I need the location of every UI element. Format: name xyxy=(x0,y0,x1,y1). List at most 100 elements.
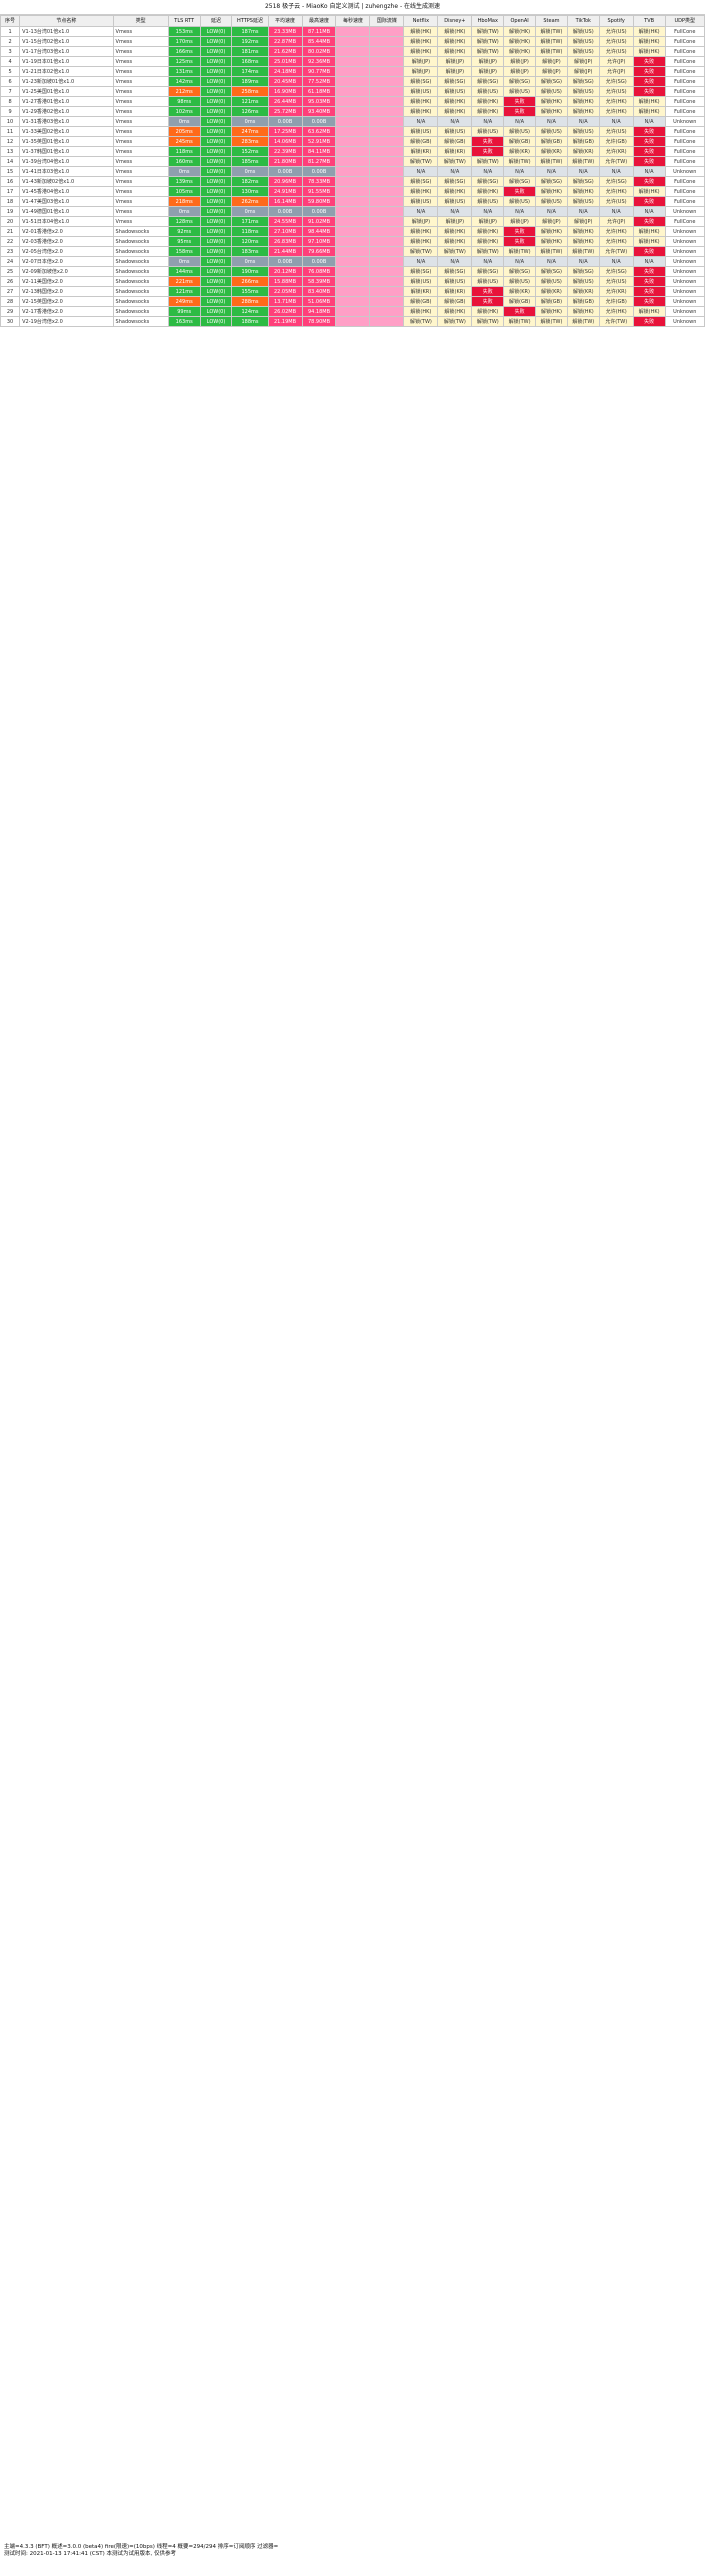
cell-nf: 解锁(KR) xyxy=(403,146,439,157)
cell-proto: Vmess xyxy=(112,96,169,107)
cell-max: 58.39MB xyxy=(301,276,337,287)
column-header: Netflix xyxy=(403,15,439,27)
cell-ai: 解锁(TW) xyxy=(503,156,537,167)
cell-steam: 解锁(HK) xyxy=(535,106,568,117)
column-header: HTTPS延迟 xyxy=(231,15,269,27)
cell-steam: 解锁(HK) xyxy=(535,306,568,317)
cell-steam: N/A xyxy=(535,116,568,127)
cell-tvb: 解锁(HK) xyxy=(632,226,666,237)
cell-tt: 解锁(US) xyxy=(566,26,600,37)
cell-tt: 解锁(US) xyxy=(566,276,600,287)
cell-hbo: 解锁(JP) xyxy=(471,216,505,227)
cell-udp: Unknown xyxy=(664,316,705,327)
results-table: 序号 节点名称 类型 TLS RTT 延迟 HTTPS延迟 平均速度 最高速度 每秒速度 国际流媒… xyxy=(0,15,705,327)
cell-proto: Vmess xyxy=(112,206,169,217)
cell-tvb: 失败 xyxy=(632,56,666,67)
cell-https: 168ms xyxy=(231,56,269,67)
cell-hbo: 解锁(JP) xyxy=(471,66,505,77)
cell-nf: 解锁(TW) xyxy=(403,316,439,327)
cell-avg: 20.45MB xyxy=(267,76,303,87)
cell-nf: 解锁(TW) xyxy=(403,246,439,257)
cell-hbo: 失败 xyxy=(471,296,505,307)
cell-ping: LOW(0) xyxy=(199,236,233,247)
table-row: 30 V2-19台湾倍x2.0 Shadowsocks 163ms LOW(0) 188m… xyxy=(0,316,705,327)
cell-hbo: 解锁(SG) xyxy=(471,176,505,187)
cell-dp: 解锁(GB) xyxy=(437,136,473,147)
table-row: 18 V1-47美国03倍x1.0 Vmess 218ms LOW(0) 262ms 16.… xyxy=(0,196,705,207)
cell-name: V1-29香港02倍x1.0 xyxy=(19,106,114,117)
cell-avg: 25.01MB xyxy=(267,56,303,67)
cell-ping: LOW(0) xyxy=(199,96,233,107)
cell-avg: 0.00B xyxy=(267,206,303,217)
cell-name: V2-15英国倍x2.0 xyxy=(19,296,114,307)
column-header: 国际流媒 xyxy=(369,15,405,27)
cell-tvb: 失败 xyxy=(632,296,666,307)
cell-hbo: 解锁(TW) xyxy=(471,316,505,327)
cell-dp: 解锁(HK) xyxy=(437,26,473,37)
table-row: 16 V1-43新加坡02倍x1.0 Vmess 139ms LOW(0) 182ms 20… xyxy=(0,176,705,187)
cell-tvb: 失败 xyxy=(632,156,666,167)
cell-tt: N/A xyxy=(566,116,600,127)
cell-ping: LOW(0) xyxy=(199,316,233,327)
cell-proto: Vmess xyxy=(112,196,169,207)
cell-ai: 解锁(JP) xyxy=(503,216,537,227)
cell-intl xyxy=(369,186,405,197)
cell-udp: FullCone xyxy=(664,76,705,87)
cell-hbo: 解锁(JP) xyxy=(471,56,505,67)
cell-ping: LOW(0) xyxy=(199,286,233,297)
cell-nf: 解锁(US) xyxy=(403,196,439,207)
cell-ai: 失败 xyxy=(503,226,537,237)
cell-spd xyxy=(335,296,371,307)
cell-intl xyxy=(369,316,405,327)
cell-tvb: 失败 xyxy=(632,86,666,97)
cell-https: 152ms xyxy=(231,146,269,157)
cell-udp: FullCone xyxy=(664,196,705,207)
cell-steam: 解锁(JP) xyxy=(535,66,568,77)
cell-name: V1-25美国01倍x1.0 xyxy=(19,86,114,97)
cell-name: V1-15台湾02倍x1.0 xyxy=(19,36,114,47)
cell-tt: 解锁(SG) xyxy=(566,76,600,87)
cell-https: 192ms xyxy=(231,36,269,47)
cell-sp: 允许(TW) xyxy=(598,316,634,327)
cell-max: 51.06MB xyxy=(301,296,337,307)
cell-dp: 解锁(JP) xyxy=(437,56,473,67)
cell-dp: 解锁(HK) xyxy=(437,36,473,47)
cell-sp: 允许(TW) xyxy=(598,156,634,167)
cell-tls: 166ms xyxy=(167,46,201,57)
cell-proto: Shadowsocks xyxy=(112,306,169,317)
cell-tls: 0ms xyxy=(167,256,201,267)
cell-tls: 0ms xyxy=(167,166,201,177)
cell-tls: 249ms xyxy=(167,296,201,307)
table-row: 20 V1-51日本04倍x1.0 Vmess 128ms LOW(0) 171ms 24.… xyxy=(0,216,705,227)
cell-name: V1-13台湾01倍x1.0 xyxy=(19,26,114,37)
cell-sp: 允许(HK) xyxy=(598,226,634,237)
cell-ai: 解锁(TW) xyxy=(503,316,537,327)
cell-ping: LOW(0) xyxy=(199,306,233,317)
cell-proto: Vmess xyxy=(112,76,169,87)
footer: 主端=4.3.3 (BFT) 概述=3.0.0 (beta4) fire(限速)… xyxy=(0,2542,705,2560)
cell-name: V2-05台湾倍x2.0 xyxy=(19,246,114,257)
cell-tt: 解锁(JP) xyxy=(566,66,600,77)
cell-proto: Shadowsocks xyxy=(112,256,169,267)
cell-tt: 解锁(HK) xyxy=(566,186,600,197)
cell-nf: 解锁(US) xyxy=(403,86,439,97)
cell-avg: 17.25MB xyxy=(267,126,303,137)
cell-dp: N/A xyxy=(437,116,473,127)
cell-spd xyxy=(335,116,371,127)
cell-idx: 13 xyxy=(0,146,21,157)
cell-ping: LOW(0) xyxy=(199,206,233,217)
cell-ping: LOW(0) xyxy=(199,266,233,277)
cell-ping: LOW(0) xyxy=(199,126,233,137)
cell-max: 59.80MB xyxy=(301,196,337,207)
cell-steam: 解锁(KR) xyxy=(535,286,568,297)
cell-steam: 解锁(TW) xyxy=(535,246,568,257)
cell-https: 0ms xyxy=(231,116,269,127)
table-row: 5 V1-21日本02倍x1.0 Vmess 131ms LOW(0) 174ms 24.1… xyxy=(0,66,705,77)
cell-tt: 解锁(HK) xyxy=(566,96,600,107)
cell-sp: 允许(US) xyxy=(598,46,634,57)
cell-steam: 解锁(TW) xyxy=(535,46,568,57)
cell-udp: Unknown xyxy=(664,246,705,257)
cell-ping: LOW(0) xyxy=(199,66,233,77)
cell-proto: Vmess xyxy=(112,126,169,137)
cell-avg: 14.06MB xyxy=(267,136,303,147)
